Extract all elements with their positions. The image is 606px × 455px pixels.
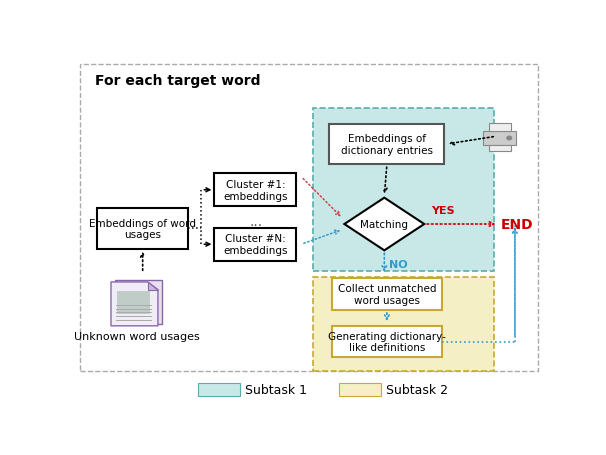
- Text: Generating dictionary-
like definitions: Generating dictionary- like definitions: [328, 331, 446, 353]
- Bar: [97, 209, 188, 249]
- Text: Unknown word usages: Unknown word usages: [74, 331, 200, 341]
- Text: Embeddings of
dictionary entries: Embeddings of dictionary entries: [341, 134, 433, 156]
- Bar: [215, 174, 296, 207]
- Text: YES: YES: [431, 206, 455, 216]
- Bar: [331, 326, 442, 358]
- Text: Collect unmatched
word usages: Collect unmatched word usages: [338, 284, 436, 305]
- Bar: [339, 383, 381, 397]
- Bar: [215, 228, 296, 261]
- Text: END: END: [501, 217, 533, 232]
- Bar: [483, 131, 516, 146]
- Bar: [313, 277, 494, 372]
- Text: Cluster #N:
embeddings: Cluster #N: embeddings: [223, 234, 288, 255]
- Polygon shape: [111, 282, 158, 326]
- Text: Embeddings of word
usages: Embeddings of word usages: [89, 218, 196, 240]
- Bar: [331, 279, 442, 310]
- Polygon shape: [148, 282, 158, 290]
- Bar: [488, 145, 511, 152]
- Bar: [330, 125, 444, 165]
- Bar: [313, 109, 494, 272]
- Text: Matching: Matching: [361, 219, 408, 229]
- Text: Subtask 1: Subtask 1: [245, 384, 307, 396]
- Text: For each target word: For each target word: [95, 74, 260, 88]
- Bar: [488, 124, 511, 131]
- Text: ...: ...: [249, 214, 262, 228]
- Bar: [198, 383, 240, 397]
- Polygon shape: [344, 198, 424, 251]
- Text: Cluster #1:
embeddings: Cluster #1: embeddings: [223, 180, 288, 201]
- Text: NO: NO: [389, 260, 408, 270]
- Text: Subtask 2: Subtask 2: [385, 384, 448, 396]
- Bar: [116, 291, 150, 314]
- Bar: [115, 281, 162, 324]
- Bar: [81, 65, 538, 372]
- Circle shape: [507, 137, 511, 141]
